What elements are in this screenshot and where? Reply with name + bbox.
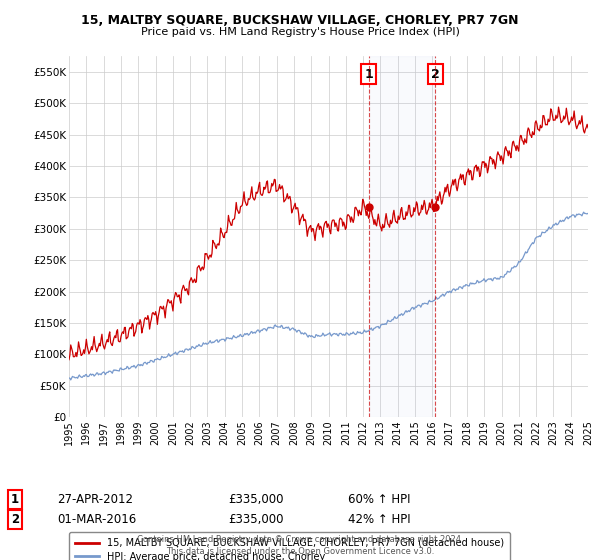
Text: 1: 1 [364, 68, 373, 81]
Text: 42% ↑ HPI: 42% ↑ HPI [348, 512, 410, 526]
Text: 27-APR-2012: 27-APR-2012 [57, 493, 133, 506]
Text: 15, MALTBY SQUARE, BUCKSHAW VILLAGE, CHORLEY, PR7 7GN: 15, MALTBY SQUARE, BUCKSHAW VILLAGE, CHO… [81, 14, 519, 27]
Legend: 15, MALTBY SQUARE, BUCKSHAW VILLAGE, CHORLEY, PR7 7GN (detached house), HPI: Ave: 15, MALTBY SQUARE, BUCKSHAW VILLAGE, CHO… [68, 532, 509, 560]
Text: £335,000: £335,000 [228, 493, 284, 506]
Text: £335,000: £335,000 [228, 512, 284, 526]
Bar [369, 56, 435, 417]
Text: 60% ↑ HPI: 60% ↑ HPI [348, 493, 410, 506]
Text: 1: 1 [11, 493, 19, 506]
Text: 2: 2 [431, 68, 440, 81]
Text: Contains HM Land Registry data © Crown copyright and database right 2024.
This d: Contains HM Land Registry data © Crown c… [137, 535, 463, 556]
Text: 2: 2 [11, 512, 19, 526]
Text: 01-MAR-2016: 01-MAR-2016 [57, 512, 136, 526]
Text: Price paid vs. HM Land Registry's House Price Index (HPI): Price paid vs. HM Land Registry's House … [140, 27, 460, 37]
